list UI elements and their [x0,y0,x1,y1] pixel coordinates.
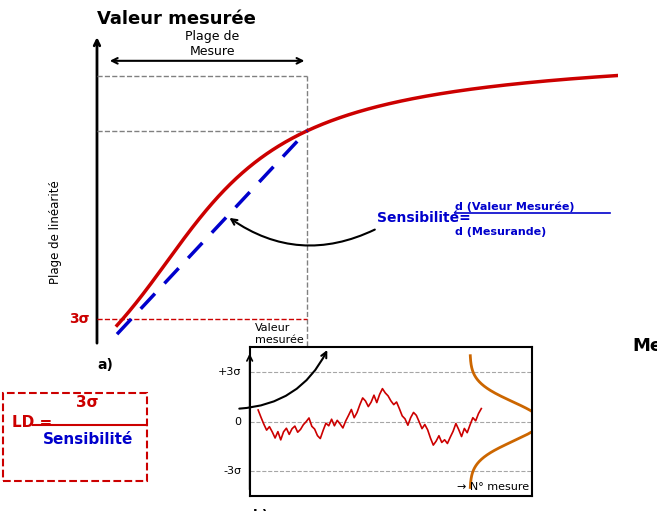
Text: a): a) [97,358,113,371]
Text: -3σ: -3σ [223,466,241,476]
Text: Sensibilité=: Sensibilité= [377,212,471,225]
Text: → N° mesure: → N° mesure [457,482,530,493]
Text: Valeur
mesurée: Valeur mesurée [256,323,304,344]
FancyBboxPatch shape [3,393,147,480]
Text: d (Mesurande): d (Mesurande) [455,227,546,237]
Text: d (Valeur Mesurée): d (Valeur Mesurée) [455,202,574,212]
Text: LD =: LD = [12,415,53,430]
Text: +3σ: +3σ [218,367,241,377]
Text: 3σ: 3σ [76,394,99,410]
Text: Plage de linéarité: Plage de linéarité [49,180,62,284]
Text: Valeur mesurée: Valeur mesurée [97,11,256,29]
Text: Sensibilité: Sensibilité [43,432,133,447]
Text: Plage de
Mesure: Plage de Mesure [185,30,239,58]
Text: 0: 0 [234,416,241,427]
Text: b): b) [252,509,269,511]
Text: Mesurande: Mesurande [633,337,657,355]
Text: 3σ: 3σ [69,313,89,327]
